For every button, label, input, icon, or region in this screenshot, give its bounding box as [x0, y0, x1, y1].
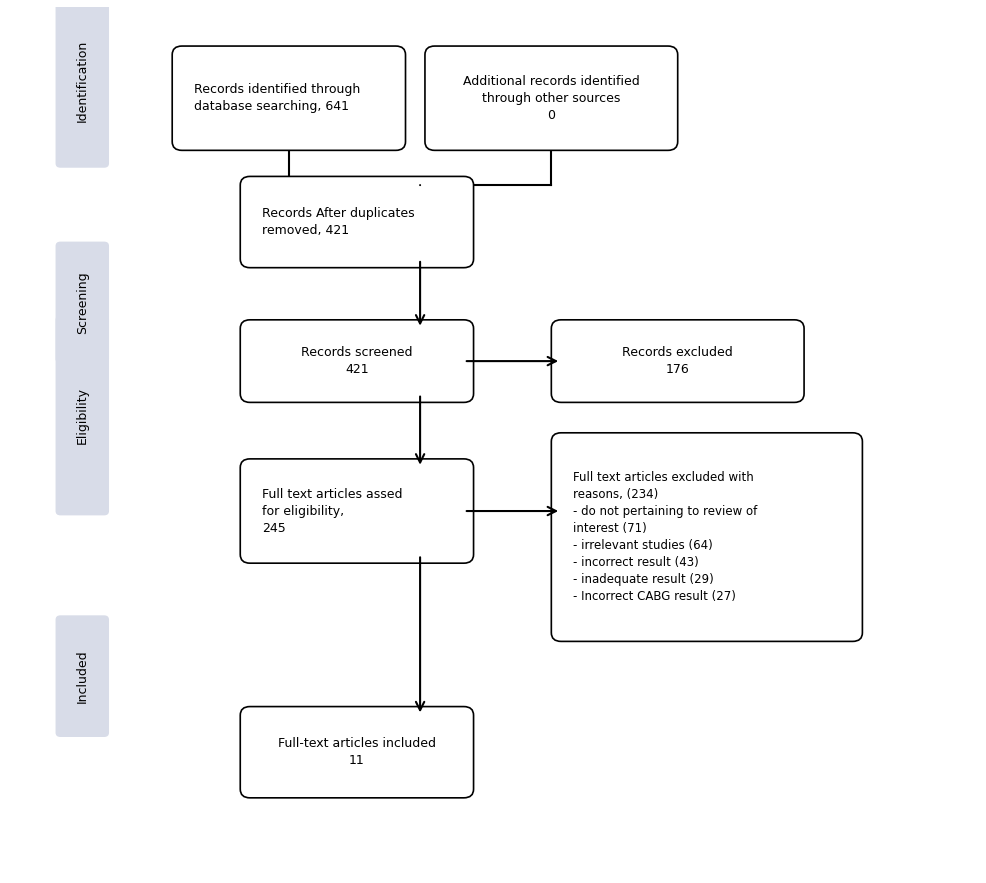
FancyBboxPatch shape [241, 177, 473, 268]
Text: Screening: Screening [76, 271, 89, 334]
Text: Records identified through
database searching, 641: Records identified through database sear… [193, 83, 360, 113]
Text: Records screened
421: Records screened 421 [301, 346, 413, 376]
Text: Included: Included [76, 649, 89, 703]
FancyBboxPatch shape [173, 46, 405, 150]
Text: Eligibility: Eligibility [76, 387, 89, 444]
FancyBboxPatch shape [425, 46, 677, 150]
FancyBboxPatch shape [55, 615, 109, 737]
FancyBboxPatch shape [55, 0, 109, 168]
FancyBboxPatch shape [241, 320, 473, 403]
Text: Records After duplicates
removed, 421: Records After duplicates removed, 421 [261, 207, 414, 237]
Text: Additional records identified
through other sources
0: Additional records identified through ot… [463, 75, 640, 122]
FancyBboxPatch shape [55, 242, 109, 363]
Text: Full text articles excluded with
reasons, (234)
- do not pertaining to review of: Full text articles excluded with reasons… [573, 472, 757, 603]
Text: Records excluded
176: Records excluded 176 [622, 346, 733, 376]
Text: Identification: Identification [76, 40, 89, 122]
Text: Full text articles assed
for eligibility,
245: Full text articles assed for eligibility… [261, 487, 402, 534]
FancyBboxPatch shape [241, 459, 473, 563]
FancyBboxPatch shape [241, 706, 473, 798]
FancyBboxPatch shape [551, 433, 863, 641]
Text: Full-text articles included
11: Full-text articles included 11 [278, 737, 436, 767]
FancyBboxPatch shape [551, 320, 804, 403]
FancyBboxPatch shape [55, 315, 109, 516]
